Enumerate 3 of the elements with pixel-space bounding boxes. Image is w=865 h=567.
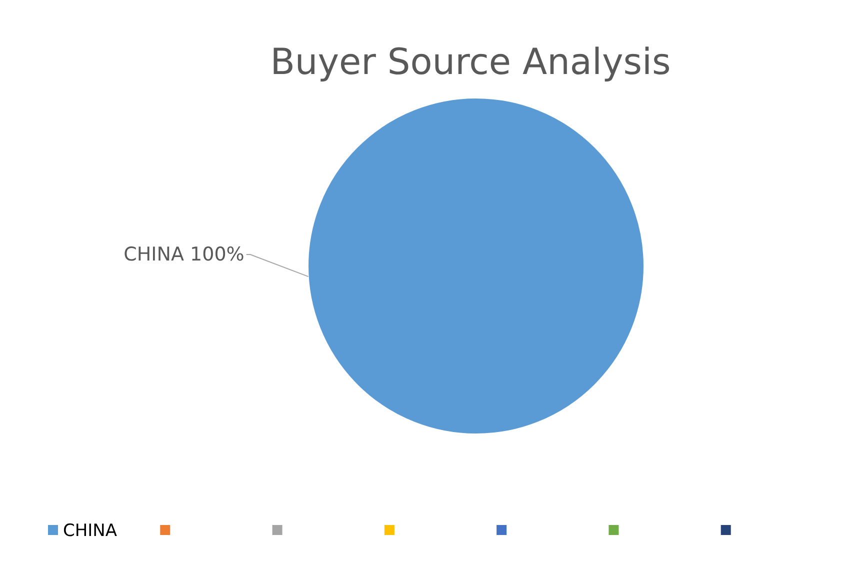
legend-label: CHINA [63, 521, 118, 541]
chart-title: Buyer Source Analysis [270, 42, 671, 83]
data-label: CHINA 100% [124, 244, 244, 266]
